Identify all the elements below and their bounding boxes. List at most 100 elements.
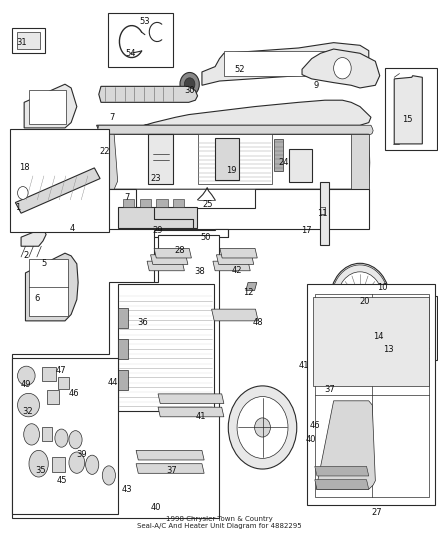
Polygon shape [173,199,184,207]
Text: 44: 44 [108,378,118,387]
Polygon shape [100,189,368,229]
Text: 35: 35 [35,466,46,474]
Text: 43: 43 [122,485,132,494]
Polygon shape [314,480,368,489]
Text: 28: 28 [174,246,185,255]
Polygon shape [339,309,381,316]
Polygon shape [136,464,204,473]
Text: 37: 37 [166,466,176,474]
Polygon shape [99,134,369,189]
Polygon shape [117,370,128,390]
Text: 46: 46 [309,421,320,430]
Polygon shape [10,129,109,232]
Text: 40: 40 [150,503,161,512]
Circle shape [184,78,194,91]
Polygon shape [201,43,368,85]
Ellipse shape [29,450,48,477]
Text: 15: 15 [401,116,412,124]
Text: 42: 42 [231,266,242,275]
Polygon shape [385,320,402,333]
Text: 25: 25 [201,200,212,208]
Circle shape [31,160,37,168]
Polygon shape [42,367,56,381]
Polygon shape [18,163,32,169]
Polygon shape [99,86,197,102]
Polygon shape [15,168,100,213]
Polygon shape [25,253,78,321]
Text: 38: 38 [194,268,205,276]
Circle shape [399,343,406,352]
Polygon shape [158,394,223,403]
Polygon shape [350,134,368,189]
Ellipse shape [18,366,35,385]
Polygon shape [100,134,117,189]
Text: 53: 53 [139,17,150,26]
Polygon shape [216,255,253,264]
Text: 27: 27 [371,508,381,517]
Polygon shape [156,199,167,207]
Text: 48: 48 [252,318,263,327]
Text: 50: 50 [200,233,210,241]
Text: 19: 19 [226,166,237,175]
Circle shape [329,263,389,336]
Text: 30: 30 [184,86,194,95]
Text: 41: 41 [195,413,206,421]
Polygon shape [136,450,204,460]
Polygon shape [52,457,65,472]
Text: 37: 37 [323,385,334,393]
Polygon shape [28,259,68,316]
Polygon shape [301,49,379,88]
Polygon shape [123,199,134,207]
Text: 29: 29 [152,227,162,235]
Text: 41: 41 [298,361,308,369]
Circle shape [237,397,287,458]
Ellipse shape [69,431,82,449]
Polygon shape [117,308,128,328]
Polygon shape [148,134,173,184]
Text: 49: 49 [20,381,31,389]
Circle shape [18,187,28,199]
Polygon shape [288,149,311,182]
Text: 7: 7 [109,113,114,122]
Ellipse shape [18,393,39,417]
Text: 54: 54 [125,49,136,58]
Text: 12: 12 [242,288,253,296]
Circle shape [180,72,199,96]
Polygon shape [307,284,434,505]
Text: 39: 39 [76,450,86,458]
Text: 24: 24 [277,158,288,167]
Ellipse shape [102,466,115,485]
Polygon shape [314,466,368,476]
Text: 40: 40 [305,435,315,444]
Polygon shape [197,134,272,184]
Text: 10: 10 [376,284,386,292]
Text: 22: 22 [99,148,110,156]
Text: 52: 52 [233,65,244,74]
Ellipse shape [55,429,68,447]
Polygon shape [385,68,436,150]
Text: 17: 17 [300,226,311,235]
Text: 20: 20 [358,297,369,305]
Text: 9: 9 [313,81,318,90]
Polygon shape [215,138,239,180]
Polygon shape [96,100,370,134]
Text: 32: 32 [22,407,32,416]
Text: 5: 5 [41,260,46,268]
Circle shape [254,418,270,437]
Polygon shape [274,139,283,171]
Polygon shape [211,309,258,321]
Text: 13: 13 [382,345,393,353]
Ellipse shape [85,455,99,474]
Circle shape [389,339,399,352]
Polygon shape [319,182,328,245]
Polygon shape [219,248,257,258]
Polygon shape [147,261,184,271]
Polygon shape [153,229,228,237]
Polygon shape [42,427,52,441]
Text: 47: 47 [55,366,66,375]
Polygon shape [58,377,69,389]
Polygon shape [117,339,128,359]
Polygon shape [117,207,196,228]
Ellipse shape [24,424,39,445]
Text: 4: 4 [70,224,75,232]
